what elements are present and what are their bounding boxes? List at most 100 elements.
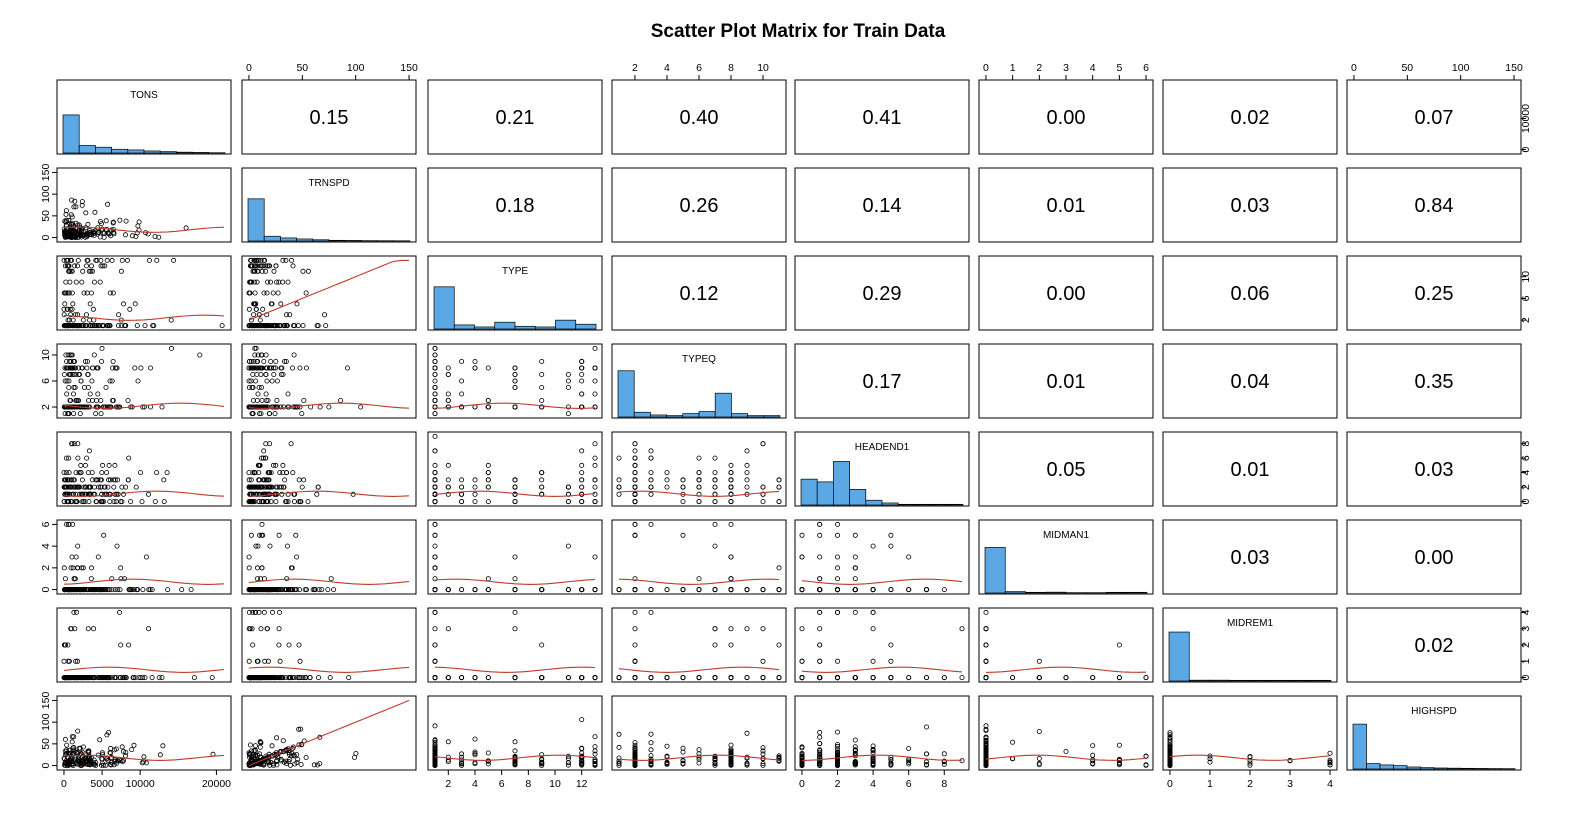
scatter-point <box>616 675 622 681</box>
scatter-point <box>327 675 333 681</box>
scatter-point <box>279 587 285 593</box>
scatter-point <box>959 675 965 681</box>
scatter-point <box>120 759 126 765</box>
scatter-point <box>512 576 518 582</box>
scatter-point <box>71 587 77 593</box>
scatter-point <box>539 397 545 403</box>
panel-frame <box>978 519 1154 595</box>
scatter-point <box>84 358 90 364</box>
scatter-point <box>983 626 989 632</box>
panel-frame <box>427 343 603 419</box>
scatter-point <box>270 762 276 768</box>
scatter-point <box>906 746 912 752</box>
panel-midrem1-highspd: 0.02 <box>1346 607 1522 683</box>
scatter-point <box>888 675 894 681</box>
scatter-point <box>152 499 158 505</box>
scatter-point <box>140 404 146 410</box>
scatter-point <box>63 219 69 225</box>
scatter-point <box>80 365 86 371</box>
scatter-point <box>259 565 265 571</box>
scatter-point <box>73 204 79 210</box>
scatter-point <box>888 587 894 593</box>
scatter-point <box>445 397 451 403</box>
scatter-point <box>744 477 750 483</box>
scatter-point <box>109 257 115 263</box>
scatter-point <box>261 477 267 483</box>
scatter-point <box>817 521 823 527</box>
scatter-point <box>261 762 267 768</box>
panel-headend1-typeq <box>611 431 787 507</box>
scatter-point <box>906 761 912 767</box>
scatter-point <box>62 642 68 648</box>
scatter-point <box>78 470 84 476</box>
scatter-point <box>632 747 638 753</box>
scatter-point <box>246 609 252 615</box>
scatter-point <box>267 543 273 549</box>
scatter-point <box>632 675 638 681</box>
scatter-point <box>251 301 257 307</box>
scatter-point <box>164 470 170 476</box>
scatter-point <box>924 675 930 681</box>
scatter-point <box>485 499 491 505</box>
scatter-point <box>265 323 271 329</box>
scatter-point <box>941 761 947 767</box>
scatter-point <box>95 554 101 560</box>
histogram-bar <box>176 151 193 154</box>
scatter-point <box>331 587 337 593</box>
scatter-point <box>1247 760 1253 766</box>
correlation-value: 0.40 <box>680 107 719 129</box>
scatter-point <box>68 268 74 274</box>
scatter-point <box>835 658 841 664</box>
scatter-point <box>109 378 115 384</box>
scatter-point <box>485 397 491 403</box>
scatter-point <box>728 760 734 766</box>
scatter-point <box>445 759 451 765</box>
panel-headend1-trnspd <box>241 431 417 507</box>
scatter-point <box>432 747 438 753</box>
scatter-point <box>66 747 72 753</box>
scatter-point <box>817 609 823 615</box>
scatter-point <box>664 675 670 681</box>
scatter-point <box>728 470 734 476</box>
panel-midrem1-typeq <box>611 607 787 683</box>
panel-frame <box>1162 79 1338 155</box>
scatter-point <box>696 477 702 483</box>
scatter-point <box>118 268 124 274</box>
panel-midrem1-type <box>427 607 603 683</box>
scatter-point <box>277 675 283 681</box>
scatter-point <box>263 391 269 397</box>
panel-typeq-headend1: 0.17 <box>794 343 970 419</box>
scatter-point <box>64 263 70 269</box>
scatter-point <box>728 626 734 632</box>
scatter-point <box>89 397 95 403</box>
scatter-point <box>130 675 136 681</box>
scatter-point <box>120 748 126 754</box>
scatter-point <box>294 301 300 307</box>
histogram-bar <box>78 145 96 154</box>
scatter-point <box>73 587 79 593</box>
scatter-point <box>66 455 72 461</box>
scatter-point <box>592 587 598 593</box>
scatter-point <box>70 317 76 323</box>
scatter-point <box>852 737 858 743</box>
panel-frame <box>1346 431 1522 507</box>
scatter-point <box>147 587 153 593</box>
scatter-point <box>432 753 438 759</box>
scatter-point <box>62 760 68 766</box>
scatter-point <box>632 658 638 664</box>
scatter-point <box>118 565 124 571</box>
scatter-point <box>432 755 438 761</box>
scatter-point <box>98 221 104 227</box>
correlation-value: 0.14 <box>863 195 902 217</box>
scatter-point <box>459 477 465 483</box>
scatter-point <box>817 642 823 648</box>
scatter-point <box>744 730 750 736</box>
smoother-line <box>801 754 963 761</box>
scatter-point <box>251 257 257 263</box>
scatter-point <box>68 565 74 571</box>
panel-typeq-midman1: 0.01 <box>978 343 1154 419</box>
scatter-point <box>835 675 841 681</box>
smoother-line <box>434 402 596 409</box>
scatter-point <box>246 750 252 756</box>
scatter-point <box>305 499 311 505</box>
